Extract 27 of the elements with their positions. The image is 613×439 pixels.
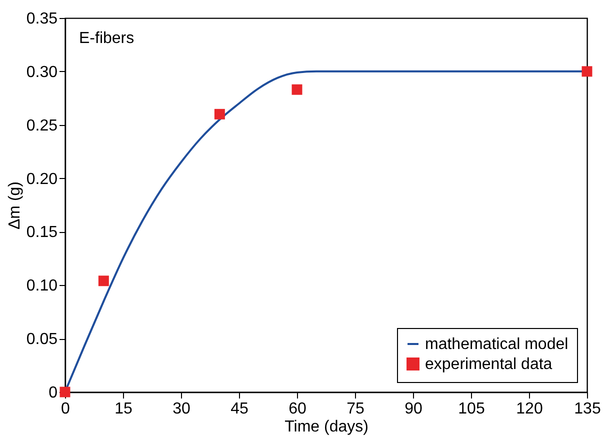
y-tick-label: 0.05 xyxy=(26,331,58,348)
annotation: E-fibers xyxy=(79,30,134,47)
y-tick-label: 0.35 xyxy=(26,10,58,28)
point xyxy=(582,66,592,77)
x-tick-label: 30 xyxy=(172,400,190,418)
x-axis-title: Time (days) xyxy=(284,418,368,436)
y-tick-label: 0.20 xyxy=(26,170,58,188)
x-tick-label: 120 xyxy=(516,400,543,418)
x-tick-label: 0 xyxy=(61,400,70,418)
point xyxy=(98,276,109,286)
y-tick-label: 0.10 xyxy=(26,278,58,295)
legend-label: experimental data xyxy=(425,356,552,373)
x-tick-label: 15 xyxy=(114,400,132,418)
x-tick-label: 135 xyxy=(574,400,601,418)
y-tick-label: 0.25 xyxy=(26,117,58,134)
y-tick-label: 0 xyxy=(48,384,58,402)
point xyxy=(292,84,302,95)
x-tick-label: 90 xyxy=(404,400,422,418)
x-tick-label: 60 xyxy=(288,400,306,418)
y-tick-label: 0.30 xyxy=(26,64,58,81)
y-axis-title: Δm (g) xyxy=(6,181,24,230)
x-tick-label: 75 xyxy=(346,400,364,418)
x-tick-label: 105 xyxy=(458,400,485,418)
x-tick-label: 45 xyxy=(230,400,248,418)
point xyxy=(214,108,225,120)
legend-label: mathematical model xyxy=(425,336,568,353)
y-tick-label: 0.15 xyxy=(26,224,58,242)
